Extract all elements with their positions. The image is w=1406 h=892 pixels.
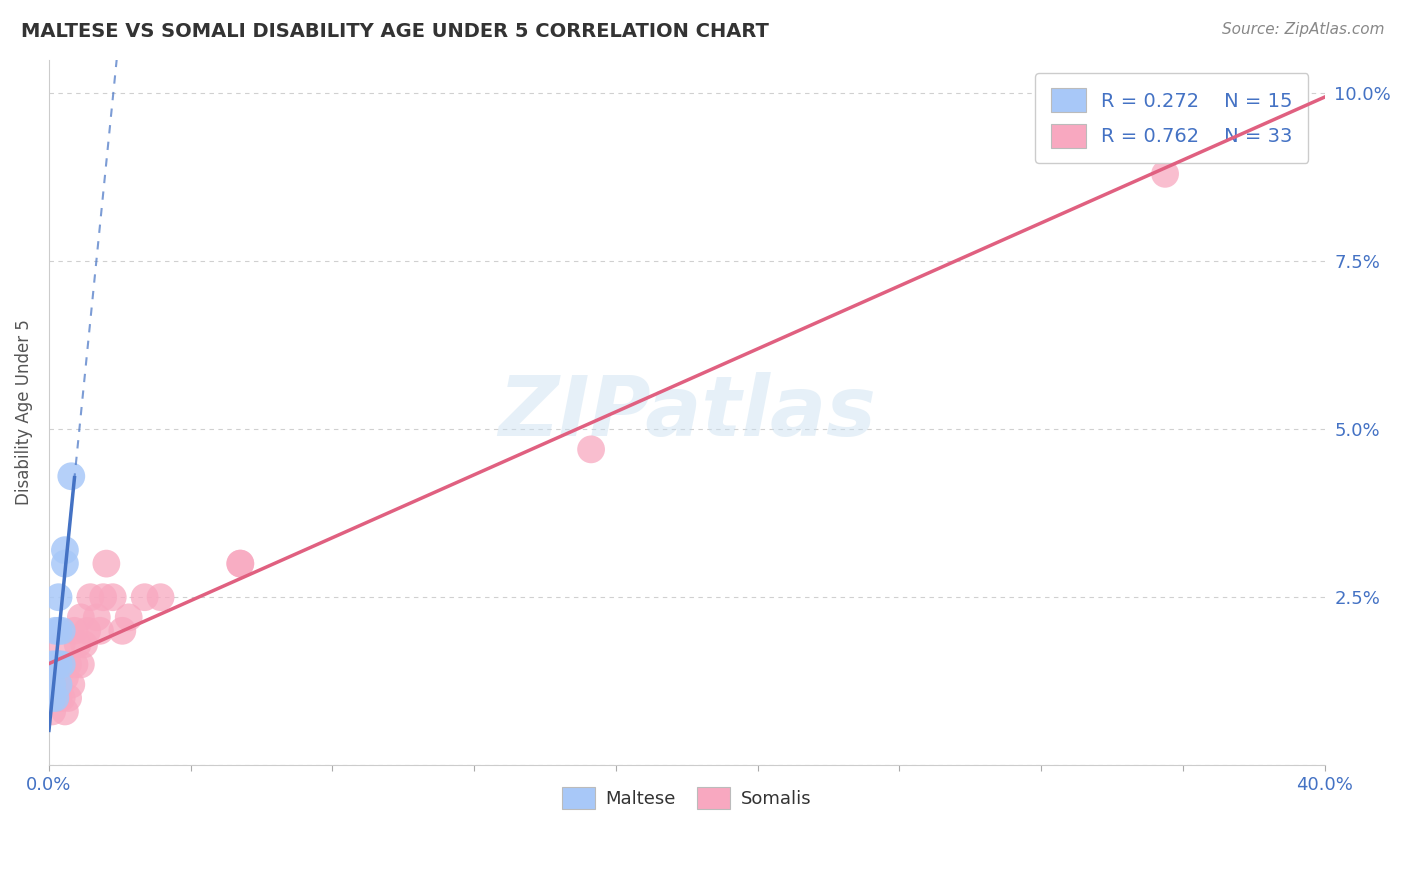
Point (41, 691, 63, 706)
Point (134, 591, 156, 605)
Text: Source: ZipAtlas.com: Source: ZipAtlas.com (1222, 22, 1385, 37)
Point (56, 691, 79, 706)
Point (53, 543, 76, 558)
Point (60, 469, 83, 483)
Point (44, 624, 66, 638)
Point (56, 657, 79, 672)
Point (41, 657, 63, 672)
Point (70, 610, 93, 624)
Text: MALTESE VS SOMALI DISABILITY AGE UNDER 5 CORRELATION CHART: MALTESE VS SOMALI DISABILITY AGE UNDER 5… (21, 22, 769, 41)
Point (118, 610, 141, 624)
Point (89, 624, 111, 638)
Point (51, 691, 73, 706)
Point (79, 591, 101, 605)
Point (44, 691, 66, 706)
Text: ZIPatlas: ZIPatlas (498, 372, 876, 453)
Point (73, 637, 96, 651)
Point (41, 705, 63, 719)
Point (76, 624, 98, 638)
Y-axis label: Disability Age Under 5: Disability Age Under 5 (15, 319, 32, 506)
Point (579, 442, 602, 457)
Point (91, 591, 114, 605)
Point (63, 624, 86, 638)
Point (53, 705, 76, 719)
Point (44, 677, 66, 691)
Point (63, 657, 86, 672)
Point (53, 671, 76, 685)
Point (51, 624, 73, 638)
Point (229, 557, 252, 571)
Point (66, 637, 89, 651)
Point (44, 691, 66, 706)
Point (48, 677, 70, 691)
Point (101, 591, 124, 605)
Point (70, 657, 93, 672)
Legend: Maltese, Somalis: Maltese, Somalis (555, 780, 818, 816)
Point (48, 591, 70, 605)
Point (111, 624, 134, 638)
Point (149, 591, 172, 605)
Point (60, 677, 83, 691)
Point (48, 657, 70, 672)
Point (48, 657, 70, 672)
Point (51, 637, 73, 651)
Point (48, 691, 70, 706)
Point (41, 677, 63, 691)
Point (86, 610, 108, 624)
Point (44, 657, 66, 672)
Point (1154, 167, 1177, 181)
Point (51, 657, 73, 672)
Point (48, 624, 70, 638)
Point (53, 557, 76, 571)
Point (96, 557, 118, 571)
Point (229, 557, 252, 571)
